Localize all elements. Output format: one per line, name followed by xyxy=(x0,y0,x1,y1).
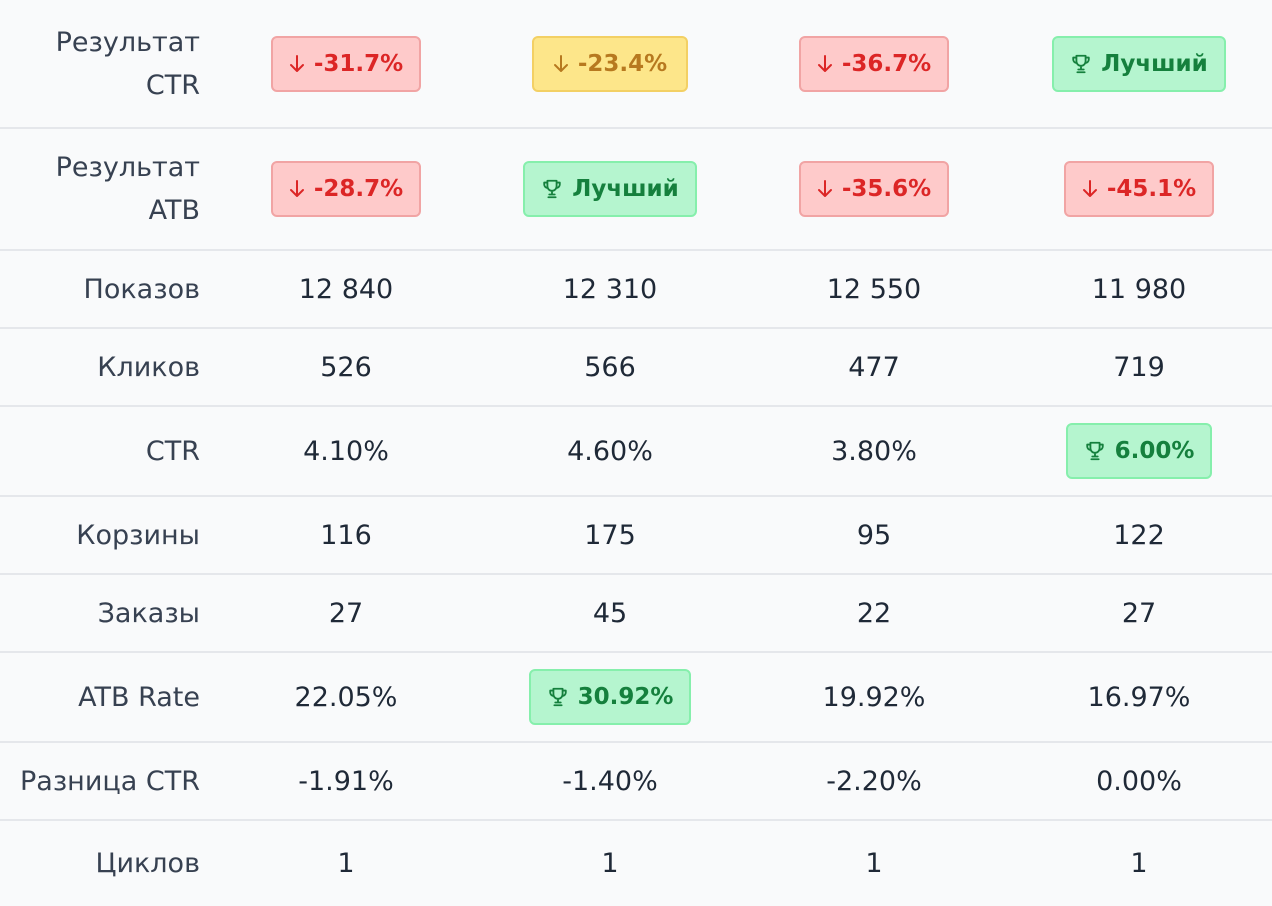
arrow-down-icon xyxy=(289,180,305,198)
value-cell: 4.60% xyxy=(567,435,653,467)
row-result-ctr: Результат CTR -31.7% -23.4% -36.7% Лучши… xyxy=(0,0,1272,128)
arrow-down-icon xyxy=(289,54,305,73)
badge-text: Лучший xyxy=(1101,50,1208,77)
row-ctr-diff: Разница CTR -1.91% -1.40% -2.20% 0.00% xyxy=(0,742,1272,820)
value-cell: 175 xyxy=(584,519,636,551)
row-cycles: Циклов 1 1 1 1 xyxy=(0,820,1272,906)
result-cell: -35.6% xyxy=(742,128,1006,250)
result-cell: Лучший xyxy=(478,128,742,250)
row-label: CTR xyxy=(145,435,200,467)
value-cell: 6.00% xyxy=(1006,406,1272,496)
row-orders: Заказы 27 45 22 27 xyxy=(0,574,1272,652)
badge-text: -31.7% xyxy=(313,50,404,77)
result-cell: -28.7% xyxy=(214,128,478,250)
diff-cell: -1.91% xyxy=(298,765,394,797)
arrow-down-icon xyxy=(553,54,569,73)
row-ctr: CTR 4.10% 4.60% 3.80% 6.00% xyxy=(0,406,1272,496)
result-cell: -45.1% xyxy=(1006,128,1272,250)
row-label: Циклов xyxy=(95,848,200,879)
badge-text: 30.92% xyxy=(577,684,674,710)
value-cell: 526 xyxy=(320,351,372,383)
best-badge: 6.00% xyxy=(1065,423,1213,479)
value-cell: 19.92% xyxy=(822,681,926,713)
status-badge: -35.6% xyxy=(798,161,950,217)
value-cell: 95 xyxy=(856,519,892,551)
badge-text: -45.1% xyxy=(1106,176,1197,202)
value-cell: 12 310 xyxy=(562,273,658,305)
value-cell: 22.05% xyxy=(294,681,398,713)
diff-cell: -1.40% xyxy=(562,765,658,797)
badge-text: -35.6% xyxy=(841,176,932,202)
arrow-down-icon xyxy=(817,180,833,198)
trophy-icon xyxy=(547,686,569,708)
trophy-icon xyxy=(1070,53,1092,75)
value-cell: 477 xyxy=(848,351,900,383)
best-badge: 30.92% xyxy=(528,669,692,725)
value-cell: 12 840 xyxy=(298,273,394,305)
badge-text: -23.4% xyxy=(577,50,668,77)
diff-cell: -2.20% xyxy=(826,765,922,797)
arrow-down-icon xyxy=(817,54,833,73)
row-atb-rate: ATB Rate 22.05% 30.92% 19.92% 16.97% xyxy=(0,652,1272,742)
value-cell: 1 xyxy=(865,848,883,879)
best-badge: Лучший xyxy=(1052,35,1226,92)
status-badge: -23.4% xyxy=(532,35,688,92)
result-cell: -36.7% xyxy=(742,0,1006,128)
value-cell: 122 xyxy=(1113,519,1165,551)
row-label: Корзины xyxy=(76,519,200,551)
arrow-down-icon xyxy=(1082,180,1098,198)
row-result-atb: Результат ATB -28.7% Лучший -35.6% -45.1… xyxy=(0,128,1272,250)
row-label: Заказы xyxy=(97,597,200,629)
value-cell: 1 xyxy=(337,848,355,879)
status-badge: -31.7% xyxy=(270,35,422,92)
badge-text: -36.7% xyxy=(841,50,932,77)
row-label: ATB Rate xyxy=(78,681,200,713)
row-label: Разница CTR xyxy=(20,765,200,797)
value-cell: 16.97% xyxy=(1087,681,1191,713)
trophy-icon xyxy=(1084,440,1106,462)
value-cell: 719 xyxy=(1113,351,1165,383)
value-cell: 22 xyxy=(856,597,892,629)
row-label: Кликов xyxy=(97,351,200,383)
trophy-icon xyxy=(541,178,563,200)
row-impressions: Показов 12 840 12 310 12 550 11 980 xyxy=(0,250,1272,328)
value-cell: 11 980 xyxy=(1091,273,1187,305)
badge-text: Лучший xyxy=(572,176,679,202)
result-cell: -31.7% xyxy=(214,0,478,128)
value-cell: 45 xyxy=(592,597,628,629)
row-label: Показов xyxy=(83,273,200,305)
value-cell: 3.80% xyxy=(831,435,917,467)
result-cell: Лучший xyxy=(1006,0,1272,128)
row-clicks: Кликов 526 566 477 719 xyxy=(0,328,1272,406)
value-cell: 116 xyxy=(320,519,372,551)
value-cell: 30.92% xyxy=(478,652,742,742)
value-cell: 27 xyxy=(1121,597,1157,629)
row-label: Результат ATB xyxy=(55,152,200,226)
status-badge: -36.7% xyxy=(798,35,950,92)
row-carts: Корзины 116 175 95 122 xyxy=(0,496,1272,574)
badge-text: 6.00% xyxy=(1114,438,1195,464)
badge-text: -28.7% xyxy=(313,176,404,202)
best-badge: Лучший xyxy=(523,161,697,217)
value-cell: 4.10% xyxy=(303,435,389,467)
value-cell: 12 550 xyxy=(826,273,922,305)
value-cell: 566 xyxy=(584,351,636,383)
result-cell: -23.4% xyxy=(478,0,742,128)
value-cell: 1 xyxy=(1130,848,1148,879)
diff-cell: 0.00% xyxy=(1096,765,1182,797)
status-badge: -45.1% xyxy=(1063,161,1215,217)
value-cell: 27 xyxy=(328,597,364,629)
status-badge: -28.7% xyxy=(270,161,422,217)
value-cell: 1 xyxy=(601,848,619,879)
row-label: Результат CTR xyxy=(55,26,200,101)
